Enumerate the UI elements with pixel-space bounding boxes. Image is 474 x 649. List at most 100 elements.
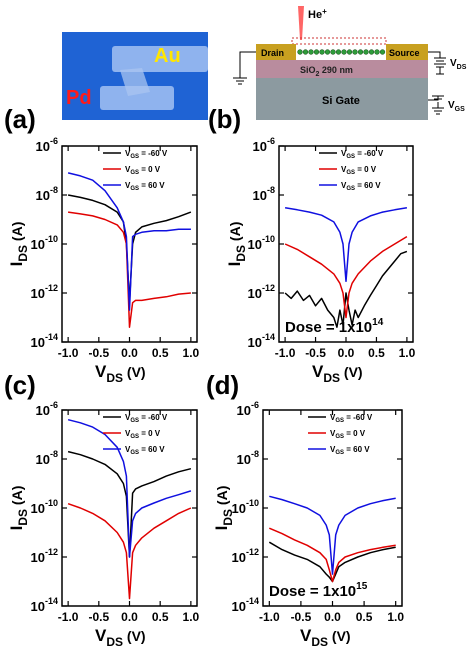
device-schematic: He+ Drain Source SiO2 290 nm Si Gate VDS… xyxy=(233,6,467,120)
exposure-region xyxy=(291,37,387,45)
panel-c: (c) 10-14 10-12 10-10 10-8 10-6 -1.0 -0.5 0.0 0.5… xyxy=(4,370,200,649)
gate-label: Si Gate xyxy=(322,95,360,107)
optical-image: Au Pd xyxy=(62,32,208,120)
y-tick-label: 10-10 xyxy=(31,234,58,252)
source-electrode xyxy=(386,44,428,60)
series-line xyxy=(67,502,192,600)
legend-entry: VGS = 60 V xyxy=(341,181,381,192)
y-tick-label: 10-12 xyxy=(248,283,275,301)
graphene-flake xyxy=(120,68,150,96)
ground-symbol xyxy=(233,77,247,85)
graphene-atom xyxy=(297,49,303,55)
x-tick-label: 1.0 xyxy=(183,610,200,624)
x-axis-label: VDS (V) xyxy=(300,626,351,649)
au-electrode xyxy=(112,46,208,72)
graphene-atom xyxy=(308,49,314,55)
helium-beam-label: He+ xyxy=(308,7,327,21)
y-tick-label: 10-6 xyxy=(36,136,58,154)
legend-entry: VGS = 60 V xyxy=(125,445,165,456)
series-line xyxy=(67,418,192,558)
x-tick-label: -1.0 xyxy=(58,610,79,624)
panel-letter: (a) xyxy=(4,104,36,134)
legend-entry: VGS = 60 V xyxy=(125,181,165,192)
x-tick-label: 0.0 xyxy=(324,610,341,624)
graphene-atom xyxy=(341,49,347,55)
legend-entry: VGS = -60 V xyxy=(341,149,384,160)
x-axis-label: VDS (V) xyxy=(95,626,146,649)
legend-entry: VGS = -60 V xyxy=(125,149,168,160)
au-label: Au xyxy=(154,45,181,67)
y-axis-label: IDS (A) xyxy=(7,486,30,531)
source-label: Source xyxy=(389,48,420,58)
graphene-atom xyxy=(313,49,320,55)
vds-label: VDS xyxy=(450,58,467,71)
series-line xyxy=(284,207,408,283)
x-tick-label: -1.0 xyxy=(259,610,280,624)
series-line xyxy=(67,194,192,304)
series-line xyxy=(269,495,396,575)
x-tick-label: -0.5 xyxy=(305,346,326,360)
legend-entry: VGS = 0 V xyxy=(330,429,366,440)
series-line xyxy=(67,211,191,328)
y-tick-label: 10-12 xyxy=(31,283,58,301)
y-axis-label: IDS (A) xyxy=(7,222,30,267)
y-tick-label: 10-12 xyxy=(232,547,259,565)
vgs-source-symbol xyxy=(432,95,444,115)
panel-letter: (c) xyxy=(4,370,36,400)
panel-b: (b) 10-14 10-12 10-10 10-8 10-6 -1.0 -0.5 0.0 0.5… xyxy=(208,104,416,385)
panel-a: (a) 10-14 10-12 10-10 10-8 10-6 -1.0 -0.5 0.0 0.5… xyxy=(4,104,200,385)
x-tick-label: -0.5 xyxy=(291,610,312,624)
si-gate-layer xyxy=(256,78,428,120)
vds-source-symbol xyxy=(434,57,446,75)
series-line xyxy=(284,250,408,328)
graphene-atom xyxy=(379,49,386,55)
graphene-atom xyxy=(374,49,380,55)
drain-label: Drain xyxy=(261,48,284,58)
graphene-atom xyxy=(335,49,342,55)
y-tick-label: 10-8 xyxy=(36,185,58,203)
legend-entry: VGS = -60 V xyxy=(330,413,373,424)
legend-entry: VGS = 0 V xyxy=(125,429,161,440)
graphene-atom xyxy=(324,49,331,55)
graphene-atom xyxy=(330,49,336,55)
graphene-atom xyxy=(302,49,309,55)
x-tick-label: -0.5 xyxy=(88,610,109,624)
x-tick-label: -0.5 xyxy=(88,346,109,360)
x-tick-label: 0.5 xyxy=(152,346,169,360)
y-tick-label: 10-14 xyxy=(31,596,58,614)
y-tick-label: 10-10 xyxy=(232,498,259,516)
vds-wire xyxy=(428,51,441,58)
x-tick-label: -1.0 xyxy=(58,346,79,360)
series-line xyxy=(67,172,191,311)
x-tick-label: 0.0 xyxy=(338,346,355,360)
panel-letter: (b) xyxy=(208,104,241,134)
x-tick-label: 0.5 xyxy=(152,610,169,624)
legend-entry: VGS = 0 V xyxy=(125,165,161,176)
iv-panels: (a) 10-14 10-12 10-10 10-8 10-6 -1.0 -0.5 0.0 0.5… xyxy=(4,104,416,649)
y-tick-label: 10-8 xyxy=(237,449,259,467)
x-axis-label: VDS (V) xyxy=(312,362,363,385)
vgs-label: VGS xyxy=(448,100,465,113)
legend-entry: VGS = -60 V xyxy=(125,413,168,424)
graphene-channel xyxy=(297,49,386,55)
vgs-wire xyxy=(428,96,439,101)
graphene-atom xyxy=(346,49,353,55)
x-tick-label: 0.0 xyxy=(121,610,138,624)
x-tick-label: 1.0 xyxy=(399,346,416,360)
y-tick-label: 10-8 xyxy=(253,185,275,203)
x-tick-label: 1.0 xyxy=(387,610,404,624)
y-tick-label: 10-14 xyxy=(248,332,275,350)
graphene-atom xyxy=(357,49,364,55)
y-axis-label: IDS (A) xyxy=(212,486,235,531)
y-tick-label: 10-12 xyxy=(31,547,58,565)
x-tick-label: 1.0 xyxy=(183,346,200,360)
oxide-label: SiO2 290 nm xyxy=(300,65,353,78)
y-tick-label: 10-6 xyxy=(253,136,275,154)
y-tick-label: 10-6 xyxy=(237,400,259,418)
series-line xyxy=(269,527,396,583)
panel-d: (d) 10-14 10-12 10-10 10-8 10-6 -1.0 -0.5 0.0 0.5… xyxy=(206,370,404,649)
x-tick-label: 0.5 xyxy=(356,610,373,624)
helium-beam xyxy=(298,6,304,40)
pd-label: Pd xyxy=(66,87,92,109)
